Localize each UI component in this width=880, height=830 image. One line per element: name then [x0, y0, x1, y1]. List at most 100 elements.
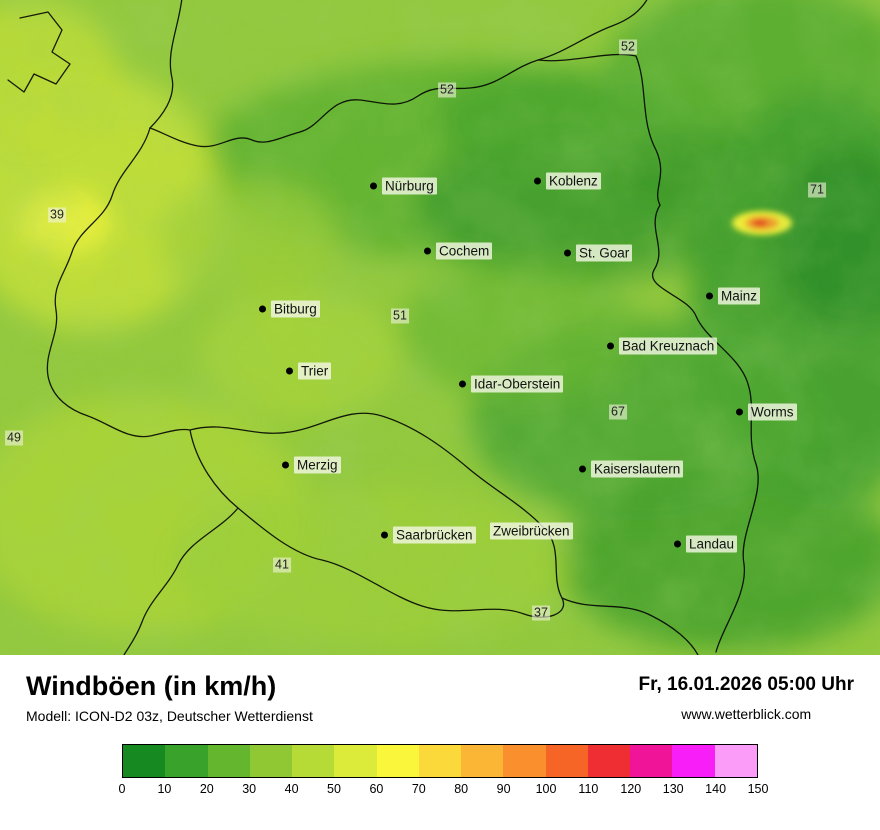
city-marker-bad-kreuznach: Bad Kreuznach [607, 337, 718, 355]
scale-tick-label: 50 [327, 782, 341, 796]
scale-tick-label: 110 [578, 782, 599, 796]
scale-segment-130-140 [672, 745, 715, 777]
city-marker-n-rburg: Nürburg [370, 177, 437, 195]
city-label: Nürburg [382, 177, 437, 195]
city-marker-idar-oberstein: Idar-Oberstein [459, 375, 564, 393]
scale-tick-label: 0 [118, 782, 126, 796]
contour-label-layer: 52 52 39 71 51 49 67 41 37 [5, 39, 826, 621]
scale-tick-label: 150 [747, 782, 769, 796]
scale-segment-60-70 [376, 745, 419, 777]
city-marker-st-goar: St. Goar [564, 244, 633, 262]
color-scale: 0 10 20 30 40 50 60 70 80 90 100 110 120 130 140 150 [118, 744, 769, 800]
scale-tick-label: 130 [662, 782, 684, 796]
city-marker-saarbr-cken: Saarbrücken [381, 526, 476, 544]
city-label: Landau [686, 535, 738, 553]
city-label: Bad Kreuznach [619, 337, 718, 355]
city-dot [259, 305, 266, 313]
city-dot [286, 367, 293, 375]
city-dot [534, 177, 541, 185]
city-dot [706, 292, 713, 300]
city-marker-merzig: Merzig [282, 456, 341, 474]
city-dot [736, 408, 743, 416]
city-dot [381, 531, 388, 539]
scale-segment-30-40 [249, 745, 293, 777]
contour-value-label: 52 [619, 39, 637, 55]
city-label: Trier [298, 362, 332, 380]
scale-segment-90-100 [503, 745, 546, 777]
city-label: Merzig [294, 456, 341, 474]
city-marker-landau: Landau [674, 535, 738, 553]
city-marker-koblenz: Koblenz [534, 172, 601, 190]
city-dot [282, 461, 289, 469]
city-label: Idar-Oberstein [471, 375, 564, 393]
city-label: Kaiserslautern [591, 460, 684, 478]
scale-segment-40-50 [292, 745, 335, 777]
city-dot [607, 342, 614, 350]
city-dot [564, 249, 571, 257]
contour-value-label: 52 [438, 82, 456, 98]
scale-segment-10-20 [165, 745, 208, 777]
city-marker-layer: Nürburg Koblenz Cochem St. Goar Mainz Bitburg… [259, 172, 797, 553]
color-scale-tick-labels: 0 10 20 30 40 50 60 70 80 90 100 110 120 130 140 150 [118, 782, 769, 800]
scale-tick-label: 60 [369, 782, 384, 796]
city-marker-zweibr-cken: Zweibrücken [490, 522, 573, 540]
scale-segment-80-90 [461, 745, 504, 777]
valid-datetime: Fr, 16.01.2026 05:00 Uhr [638, 674, 854, 695]
scale-tick-label: 40 [284, 782, 299, 796]
city-dot [459, 380, 466, 388]
scale-tick-label: 30 [242, 782, 257, 796]
city-dot [579, 465, 586, 473]
contour-value-label: 71 [808, 182, 826, 198]
city-label: Saarbrücken [393, 526, 476, 544]
contour-value-label: 49 [5, 430, 23, 446]
footer-text-row: Windböen (in km/h) Modell: ICON-D2 03z, … [26, 671, 854, 724]
scale-segment-100-110 [545, 745, 588, 777]
model-info: Modell: ICON-D2 03z, Deutscher Wetterdie… [26, 708, 313, 724]
map-title: Windböen (in km/h) [26, 671, 277, 701]
scale-tick-label: 90 [496, 782, 511, 796]
city-label: St. Goar [576, 244, 633, 262]
city-dot [424, 247, 431, 255]
map-footer: Windböen (in km/h) Modell: ICON-D2 03z, … [0, 655, 880, 830]
city-dot [370, 182, 377, 190]
scale-segment-50-60 [334, 745, 377, 777]
scale-segment-110-120 [587, 745, 631, 777]
scale-tick-label: 20 [199, 782, 214, 796]
city-label: Mainz [718, 287, 761, 305]
city-label: Worms [748, 403, 797, 421]
website-url: www.wetterblick.com [681, 706, 812, 722]
city-marker-cochem: Cochem [424, 242, 493, 260]
city-marker-kaiserslautern: Kaiserslautern [579, 460, 684, 478]
scale-tick-label: 70 [411, 782, 426, 796]
city-label: Bitburg [271, 300, 320, 318]
color-scale-bar [122, 744, 758, 778]
scale-segment-0-10 [123, 745, 166, 777]
scale-segment-120-130 [630, 745, 673, 777]
scale-tick-label: 10 [157, 782, 172, 796]
city-marker-mainz: Mainz [706, 287, 761, 305]
scale-segment-70-80 [418, 745, 462, 777]
scale-segment-20-30 [207, 745, 250, 777]
contour-value-label: 41 [273, 557, 291, 573]
contour-value-label: 51 [391, 308, 409, 324]
footer-left-column: Windböen (in km/h) Modell: ICON-D2 03z, … [26, 671, 313, 724]
city-label: Koblenz [546, 172, 601, 190]
footer-right-column: Fr, 16.01.2026 05:00 Uhr www.wetterblick… [639, 674, 854, 722]
city-marker-bitburg: Bitburg [259, 300, 320, 318]
city-marker-worms: Worms [736, 403, 797, 421]
city-label: Zweibrücken [490, 522, 573, 540]
scale-tick-label: 140 [705, 782, 727, 796]
scale-tick-label: 120 [620, 782, 642, 796]
contour-value-label: 39 [48, 207, 66, 223]
scale-tick-label: 80 [454, 782, 469, 796]
scale-segment-140-150 [714, 745, 757, 777]
city-label: Cochem [436, 242, 493, 260]
wind-gust-map: 52 52 39 71 51 49 67 41 37 Nürburg Koblenz Cochem S… [0, 0, 880, 655]
state-borders [7, 0, 759, 655]
city-dot [674, 540, 681, 548]
contour-value-label: 67 [609, 404, 627, 420]
scale-tick-label: 100 [535, 782, 557, 796]
city-marker-trier: Trier [286, 362, 332, 380]
contour-value-label: 37 [532, 605, 550, 621]
